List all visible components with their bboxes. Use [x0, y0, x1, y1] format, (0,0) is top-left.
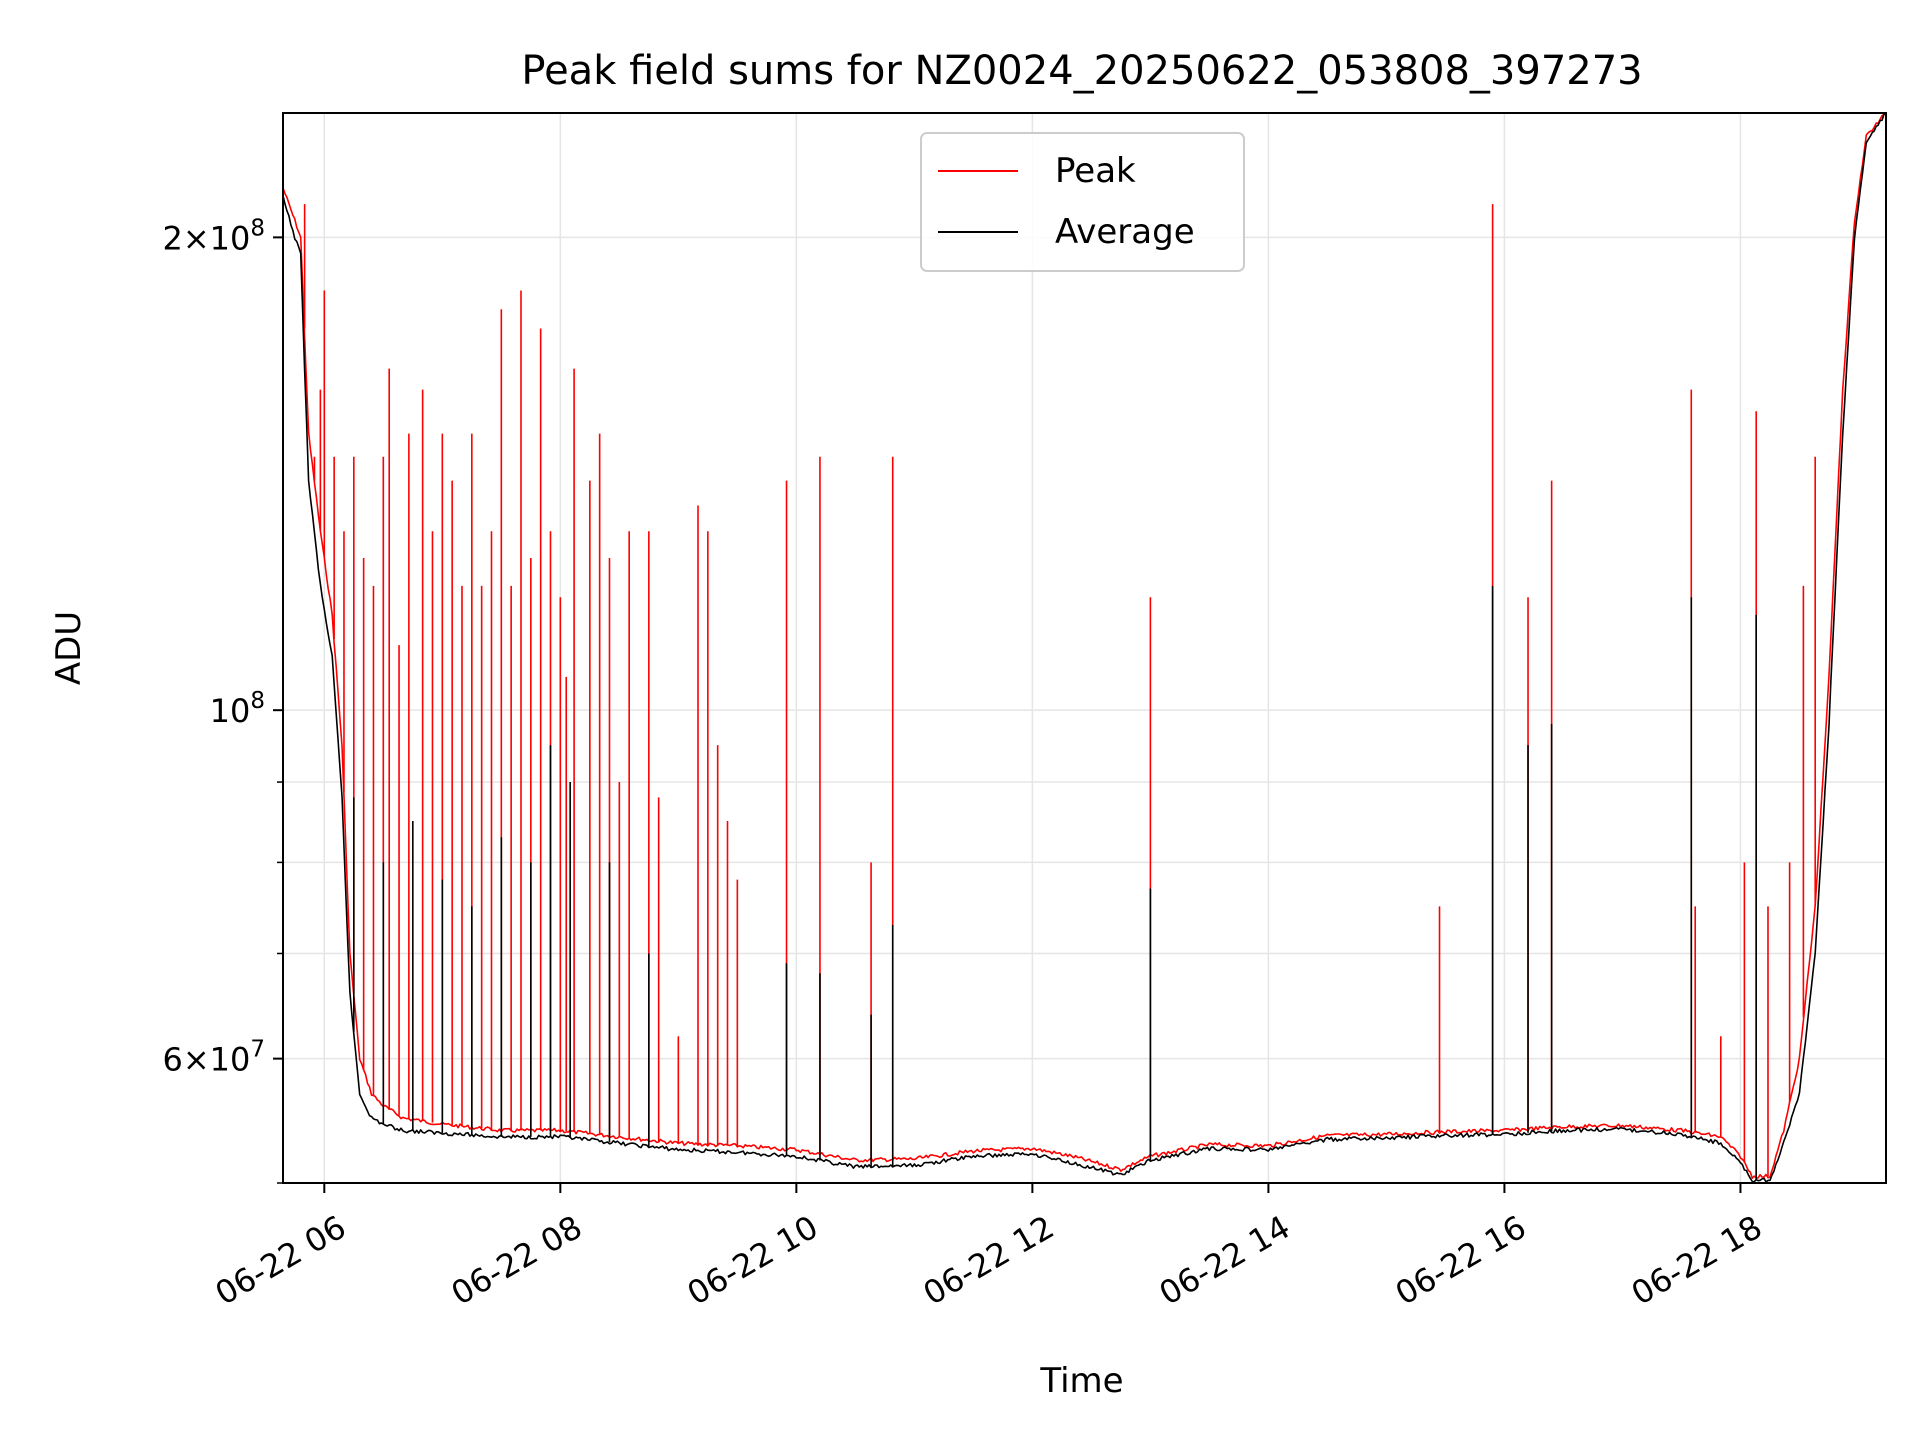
y-tick-label: 108	[210, 688, 265, 730]
plot-frame	[282, 112, 1887, 1184]
y-tick-label: 6×107	[162, 1037, 265, 1079]
legend-label-average: Average	[1055, 212, 1195, 252]
y-axis: 6×107 108 2×108	[162, 215, 283, 1184]
series-layer	[283, 113, 1886, 1183]
legend-box	[920, 132, 1245, 272]
chart-title: Peak field sums for NZ0024_20250622_0538…	[521, 48, 1642, 94]
series-average	[283, 113, 1886, 1183]
legend-label-peak: Peak	[1055, 151, 1136, 191]
y-axis-label: ADU	[49, 611, 89, 685]
legend: Peak Average	[920, 132, 1245, 272]
y-tick-label: 2×108	[162, 215, 265, 257]
x-axis-label: Time	[1039, 1361, 1123, 1401]
